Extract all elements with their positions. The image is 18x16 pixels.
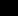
Text: 3乙酰: 3乙酰 [0, 2, 18, 16]
Text: 乙酰 -CoA: 乙酰 -CoA [0, 1, 18, 16]
Text: 乙酸: 乙酸 [0, 1, 17, 16]
FancyBboxPatch shape [1, 0, 15, 15]
Text: ATP: ATP [0, 0, 18, 15]
Text: 2 乙酰 -CoA: 2 乙酰 -CoA [0, 1, 18, 16]
FancyBboxPatch shape [8, 11, 11, 12]
FancyBboxPatch shape [1, 12, 4, 13]
Text: NADH: NADH [0, 3, 18, 16]
Text: 2 NADH: 2 NADH [0, 0, 18, 15]
Text: 2 NADH: 2 NADH [0, 2, 18, 16]
FancyBboxPatch shape [3, 6, 7, 7]
FancyBboxPatch shape [7, 0, 11, 1]
FancyBboxPatch shape [15, 10, 17, 11]
FancyBboxPatch shape [15, 2, 17, 3]
Text: ATP: ATP [0, 0, 18, 13]
Text: 3 NADH: 3 NADH [0, 4, 18, 16]
Text: 2 NADH: 2 NADH [0, 0, 18, 12]
FancyBboxPatch shape [5, 15, 10, 16]
Text: 2甘油 -P: 2甘油 -P [0, 0, 18, 14]
Text: 2 甘油: 2 甘油 [0, 0, 18, 14]
Text: 甘油途径: 甘油途径 [0, 0, 18, 13]
Text: ATP: ATP [0, 2, 18, 16]
Text: 3 乙醇: 3 乙醇 [0, 1, 18, 16]
